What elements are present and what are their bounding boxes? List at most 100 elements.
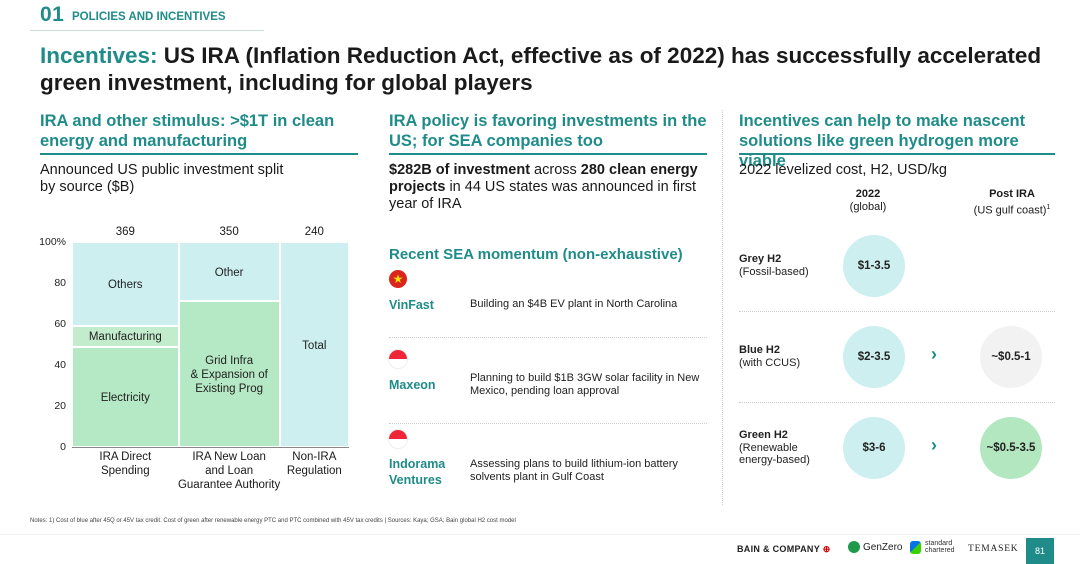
col3-subtitle: 2022 levelized cost, H2, USD/kg: [739, 162, 947, 178]
row-divider: [389, 337, 707, 338]
category-label-line: and Loan: [205, 465, 254, 477]
genzero-mark-icon: [848, 541, 860, 553]
col1-rule: [40, 153, 358, 155]
company-vinfast-desc: Building an $4B EV plant in North Caroli…: [470, 298, 678, 310]
h2-blue-label: Blue H2 (with CCUS): [739, 344, 829, 369]
standard-chartered-mark-icon: [910, 540, 921, 554]
footnote-marker: 1: [1046, 204, 1051, 211]
company-vinfast: VinFast: [389, 298, 434, 312]
bain-logo: BAIN & COMPANY ⊕: [737, 544, 831, 555]
bar-total-label: 240: [304, 226, 324, 238]
bar-segment: Electricity: [72, 346, 179, 447]
section-name: POLICIES AND INCENTIVES: [72, 11, 226, 23]
h2-blue-name: Blue H2: [739, 344, 780, 356]
h2-grey-detail: (Fossil-based): [739, 265, 809, 278]
intro-bold-2: 280 clean energy projects: [389, 162, 698, 195]
intro-text-2: in 44 US states was announced in first y…: [389, 179, 697, 212]
category-label-line: Spending: [100, 465, 150, 477]
footnotes: Notes: 1) Cost of blue after 45Q or 45V …: [30, 518, 516, 524]
page-title: Incentives: US IRA (Inflation Reduction …: [40, 42, 1060, 96]
category-label: IRA Direct Spending: [62, 450, 189, 478]
green-h2-cost-post-ira: ~$0.5-3.5: [980, 417, 1042, 479]
header-divider: [30, 30, 264, 31]
head-post-ira-scope: (US gulf coast): [973, 204, 1047, 217]
category-label-line: IRA New Loan: [192, 451, 266, 463]
vietnam-flag-icon: ★: [389, 270, 407, 288]
blue-h2-cost-post-ira: ~$0.5-1: [980, 326, 1042, 388]
genzero-logo-text: GenZero: [863, 541, 903, 553]
section-number: 01: [40, 3, 65, 26]
category-label-line: Regulation: [286, 465, 342, 477]
footer-divider: [0, 534, 1080, 535]
blue-h2-cost-2022: $2-3.5: [843, 326, 905, 388]
genzero-logo: GenZero: [848, 541, 902, 553]
intro-text-1: across: [530, 162, 581, 178]
y-axis-tick: 20: [54, 400, 66, 412]
grey-h2-cost-2022: $1-3.5: [843, 235, 905, 297]
h2-green-name: Green H2: [739, 429, 788, 441]
y-axis-tick: 60: [54, 318, 66, 330]
segment-label: Electricity: [100, 391, 150, 404]
column-separator: [722, 110, 723, 505]
h2-green-label: Green H2 (Renewable energy-based): [739, 429, 819, 467]
col2-title: IRA policy is favoring investments in th…: [389, 112, 707, 150]
y-axis-tick: 100%: [39, 236, 66, 248]
col2-rule: [389, 153, 707, 155]
head-post-ira-title: Post IRA: [989, 188, 1035, 200]
x-axis-baseline: [72, 447, 349, 448]
chevron-right-icon: ›: [931, 435, 937, 455]
row-divider: [389, 423, 707, 424]
category-label-line: Non-IRA: [292, 451, 337, 463]
segment-label: Manufacturing: [88, 331, 162, 344]
h2-blue-detail: (with CCUS): [739, 356, 801, 369]
segment-label: Grid Infra: [205, 355, 254, 368]
category-label-line: Guarantee Authority: [177, 479, 281, 491]
sea-momentum-title: Recent SEA momentum (non-exhaustive): [389, 246, 683, 263]
segment-label: Existing Prog: [195, 383, 263, 396]
singapore-flag-icon: [389, 430, 407, 448]
company-maxeon: Maxeon: [389, 378, 436, 392]
col1-title: IRA and other stimulus: >$1T in clean en…: [40, 112, 335, 150]
company-indorama: Indorama Ventures: [389, 457, 446, 487]
segment-label: Others: [108, 279, 143, 292]
chevron-right-icon: ›: [931, 344, 937, 364]
company-indorama-desc: Assessing plans to build lithium-ion bat…: [470, 458, 678, 483]
head-post-ira: Post IRA (US gulf coast)1: [962, 188, 1062, 218]
bar-segment: Total: [279, 242, 349, 447]
segment-label: Total: [302, 339, 327, 352]
bar-segment: Others: [72, 242, 179, 327]
bar-segment: Grid Infra & Expansion of Existing Prog: [178, 301, 280, 447]
green-h2-cost-2022: $3-6: [843, 417, 905, 479]
company-maxeon-desc: Planning to build $1B 3GW solar facility…: [470, 372, 700, 397]
y-axis-tick: 80: [54, 277, 66, 289]
col3-title: Incentives can help to make nascent solu…: [739, 112, 1026, 170]
row-divider: [739, 402, 1055, 403]
h2-green-detail: (Renewable energy-based): [739, 441, 810, 467]
bar-total-label: 369: [115, 226, 135, 238]
title-lead: Incentives:: [40, 43, 158, 68]
y-axis-tick: 40: [54, 359, 66, 371]
col2-intro: $282B of investment across 280 clean ene…: [389, 162, 707, 213]
singapore-flag-icon: [389, 350, 407, 368]
temasek-logo: TEMASEK: [968, 544, 1019, 554]
head-2022: 2022 (global): [828, 188, 908, 214]
page-number: 81: [1026, 538, 1054, 564]
h2-grey-name: Grey H2: [739, 253, 782, 265]
bain-logo-text: BAIN & COMPANY: [737, 544, 820, 554]
h2-grey-label: Grey H2 (Fossil-based): [739, 253, 829, 278]
segment-label: Other: [214, 266, 244, 279]
bar-total-label: 350: [219, 226, 239, 238]
row-divider: [739, 311, 1055, 312]
standard-chartered-logo: standard chartered: [910, 540, 955, 554]
bar-segment: Manufacturing: [72, 326, 179, 347]
marimekko-chart: 100% 80 60 40 20 0 369 Electricity Manufacturing…: [0, 0, 360, 500]
category-label: IRA New Loan and Loan Guarantee Authority: [169, 450, 290, 492]
category-label-line: IRA Direct: [99, 451, 152, 463]
category-label: Non-IRA Regulation: [270, 450, 359, 478]
head-2022-scope: (global): [849, 201, 887, 213]
head-2022-year: 2022: [855, 188, 881, 200]
segment-label: & Expansion of: [190, 369, 268, 382]
sc-line1: standard: [925, 540, 953, 547]
y-axis-tick: 0: [60, 441, 66, 453]
bar-segment: Other: [178, 242, 280, 302]
